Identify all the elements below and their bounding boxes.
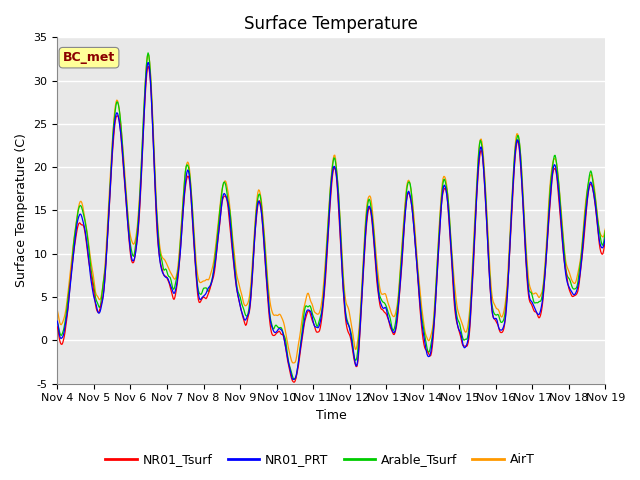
Y-axis label: Surface Temperature (C): Surface Temperature (C): [15, 133, 28, 288]
Legend: NR01_Tsurf, NR01_PRT, Arable_Tsurf, AirT: NR01_Tsurf, NR01_PRT, Arable_Tsurf, AirT: [100, 448, 540, 471]
X-axis label: Time: Time: [316, 409, 347, 422]
Text: BC_met: BC_met: [63, 51, 115, 64]
Title: Surface Temperature: Surface Temperature: [244, 15, 419, 33]
